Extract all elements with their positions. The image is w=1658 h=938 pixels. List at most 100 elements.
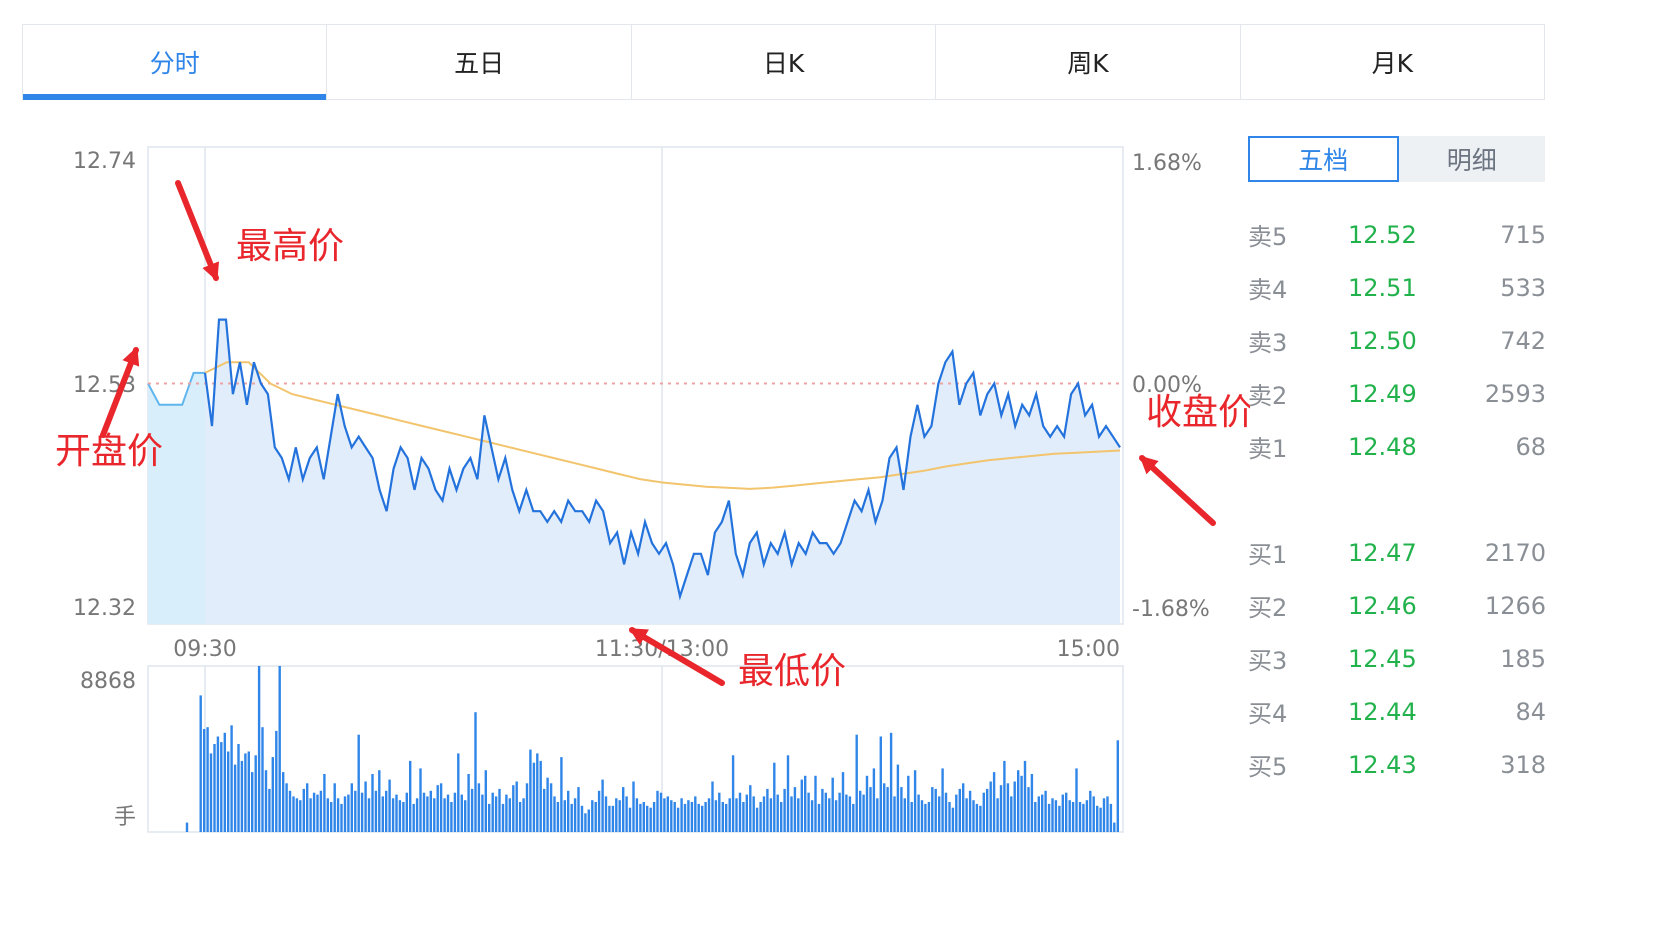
tab-intraday[interactable]: 分时 bbox=[23, 25, 328, 100]
volume-bar bbox=[649, 807, 652, 832]
volume-bar bbox=[707, 798, 711, 832]
volume-bar bbox=[824, 792, 827, 832]
volume-bar bbox=[419, 768, 422, 832]
arrow-close bbox=[1139, 455, 1216, 526]
level-price: 12.52 bbox=[1348, 220, 1417, 249]
volume-bar bbox=[1051, 798, 1054, 832]
level-price: 12.50 bbox=[1348, 326, 1417, 355]
volume-bar bbox=[415, 798, 419, 832]
volume-bar bbox=[690, 802, 694, 832]
volume-bar bbox=[1006, 783, 1010, 832]
level-price: 12.45 bbox=[1348, 644, 1417, 673]
volume-bar bbox=[828, 798, 831, 832]
volume-bar bbox=[848, 796, 852, 832]
level-price: 12.44 bbox=[1348, 697, 1417, 726]
volume-bar bbox=[302, 788, 305, 832]
volume-bar bbox=[601, 779, 604, 832]
volume-bar bbox=[1109, 803, 1113, 832]
volume-bar bbox=[676, 807, 680, 832]
volume-bar bbox=[869, 787, 872, 832]
tab-monthly-k[interactable]: 月K bbox=[1371, 49, 1414, 78]
volume-bar bbox=[907, 775, 910, 832]
volume-bar bbox=[336, 798, 340, 832]
volume-bar bbox=[656, 790, 659, 832]
volume-bar bbox=[1102, 798, 1106, 832]
volume-bar bbox=[766, 788, 769, 832]
volume-bar bbox=[927, 802, 931, 832]
volume-bar bbox=[955, 794, 958, 832]
volume-bar bbox=[563, 800, 566, 832]
tab-daily-k[interactable]: 日K bbox=[632, 25, 937, 99]
volume-bar bbox=[271, 757, 274, 832]
volume-bar bbox=[790, 796, 793, 832]
orderbook-row: 卖1 12.48 68 bbox=[1248, 420, 1546, 473]
volume-bar bbox=[951, 807, 955, 832]
volume-bar bbox=[896, 764, 900, 832]
volume-bar bbox=[323, 774, 326, 832]
volume-bar bbox=[910, 802, 913, 832]
volume-bar bbox=[900, 787, 903, 832]
volume-bar bbox=[237, 744, 240, 832]
volume-bar bbox=[316, 794, 319, 832]
orderbook-row: 买1 12.47 2170 bbox=[1248, 526, 1546, 579]
tab-five-day[interactable]: 五日 bbox=[327, 25, 632, 99]
volume-bar bbox=[220, 742, 223, 832]
volume-bar bbox=[646, 805, 649, 832]
volume-bar bbox=[944, 792, 948, 832]
tab-trade-details[interactable]: 明细 bbox=[1398, 136, 1545, 182]
volume-panel-frame bbox=[147, 665, 1124, 833]
volume-bar bbox=[659, 792, 663, 832]
volume-bar bbox=[618, 800, 621, 832]
volume-bar bbox=[453, 792, 457, 832]
level-price: 12.46 bbox=[1348, 591, 1417, 620]
volume-bar bbox=[282, 772, 285, 832]
volume-bar bbox=[501, 803, 505, 832]
volume-bar bbox=[199, 695, 202, 832]
volume-bar bbox=[261, 727, 264, 832]
volume-bar bbox=[604, 796, 608, 832]
volume-bar bbox=[992, 772, 996, 832]
volume-bar bbox=[464, 800, 467, 832]
volume-bar bbox=[233, 764, 237, 832]
average-price-line bbox=[204, 361, 1121, 490]
volume-bar bbox=[350, 783, 353, 832]
volume-bar bbox=[515, 781, 518, 832]
volume-bar bbox=[306, 783, 309, 832]
tab-five-levels[interactable]: 五档 bbox=[1248, 136, 1399, 182]
level-price: 12.51 bbox=[1348, 273, 1417, 302]
volume-bar bbox=[371, 774, 374, 832]
volume-bar bbox=[443, 798, 446, 832]
volume-bar bbox=[388, 779, 391, 832]
volume-bar bbox=[508, 798, 511, 832]
volume-bar bbox=[374, 790, 378, 832]
volume-bar bbox=[965, 798, 968, 832]
volume-bar bbox=[299, 800, 302, 832]
level-price: 12.47 bbox=[1348, 538, 1417, 567]
volume-bar bbox=[728, 798, 731, 832]
volume-bar bbox=[673, 802, 676, 832]
volume-bar bbox=[986, 788, 989, 832]
orderbook-divider bbox=[1248, 473, 1546, 526]
volume-bar bbox=[309, 798, 312, 832]
volume-bar bbox=[711, 781, 714, 832]
volume-bar bbox=[718, 792, 721, 832]
volume-bar bbox=[738, 792, 742, 832]
volume-bar bbox=[364, 781, 367, 832]
volume-bar bbox=[1010, 796, 1013, 832]
volume-bar bbox=[975, 803, 979, 832]
volume-bar bbox=[855, 734, 858, 832]
volume-bars bbox=[185, 666, 1119, 832]
volume-bar bbox=[354, 790, 357, 832]
tab-weekly-k[interactable]: 周K bbox=[936, 25, 1241, 99]
volume-bar bbox=[543, 788, 546, 832]
volume-bar bbox=[883, 783, 886, 832]
volume-bar bbox=[570, 803, 573, 832]
volume-bar bbox=[804, 775, 807, 832]
volume-bar bbox=[1078, 802, 1082, 832]
level-label: 买4 bbox=[1248, 700, 1288, 728]
volume-bar bbox=[731, 755, 735, 832]
volume-bar bbox=[549, 783, 553, 832]
volume-bar bbox=[319, 790, 323, 832]
volume-bar bbox=[203, 729, 206, 832]
arrow-open bbox=[100, 346, 140, 438]
